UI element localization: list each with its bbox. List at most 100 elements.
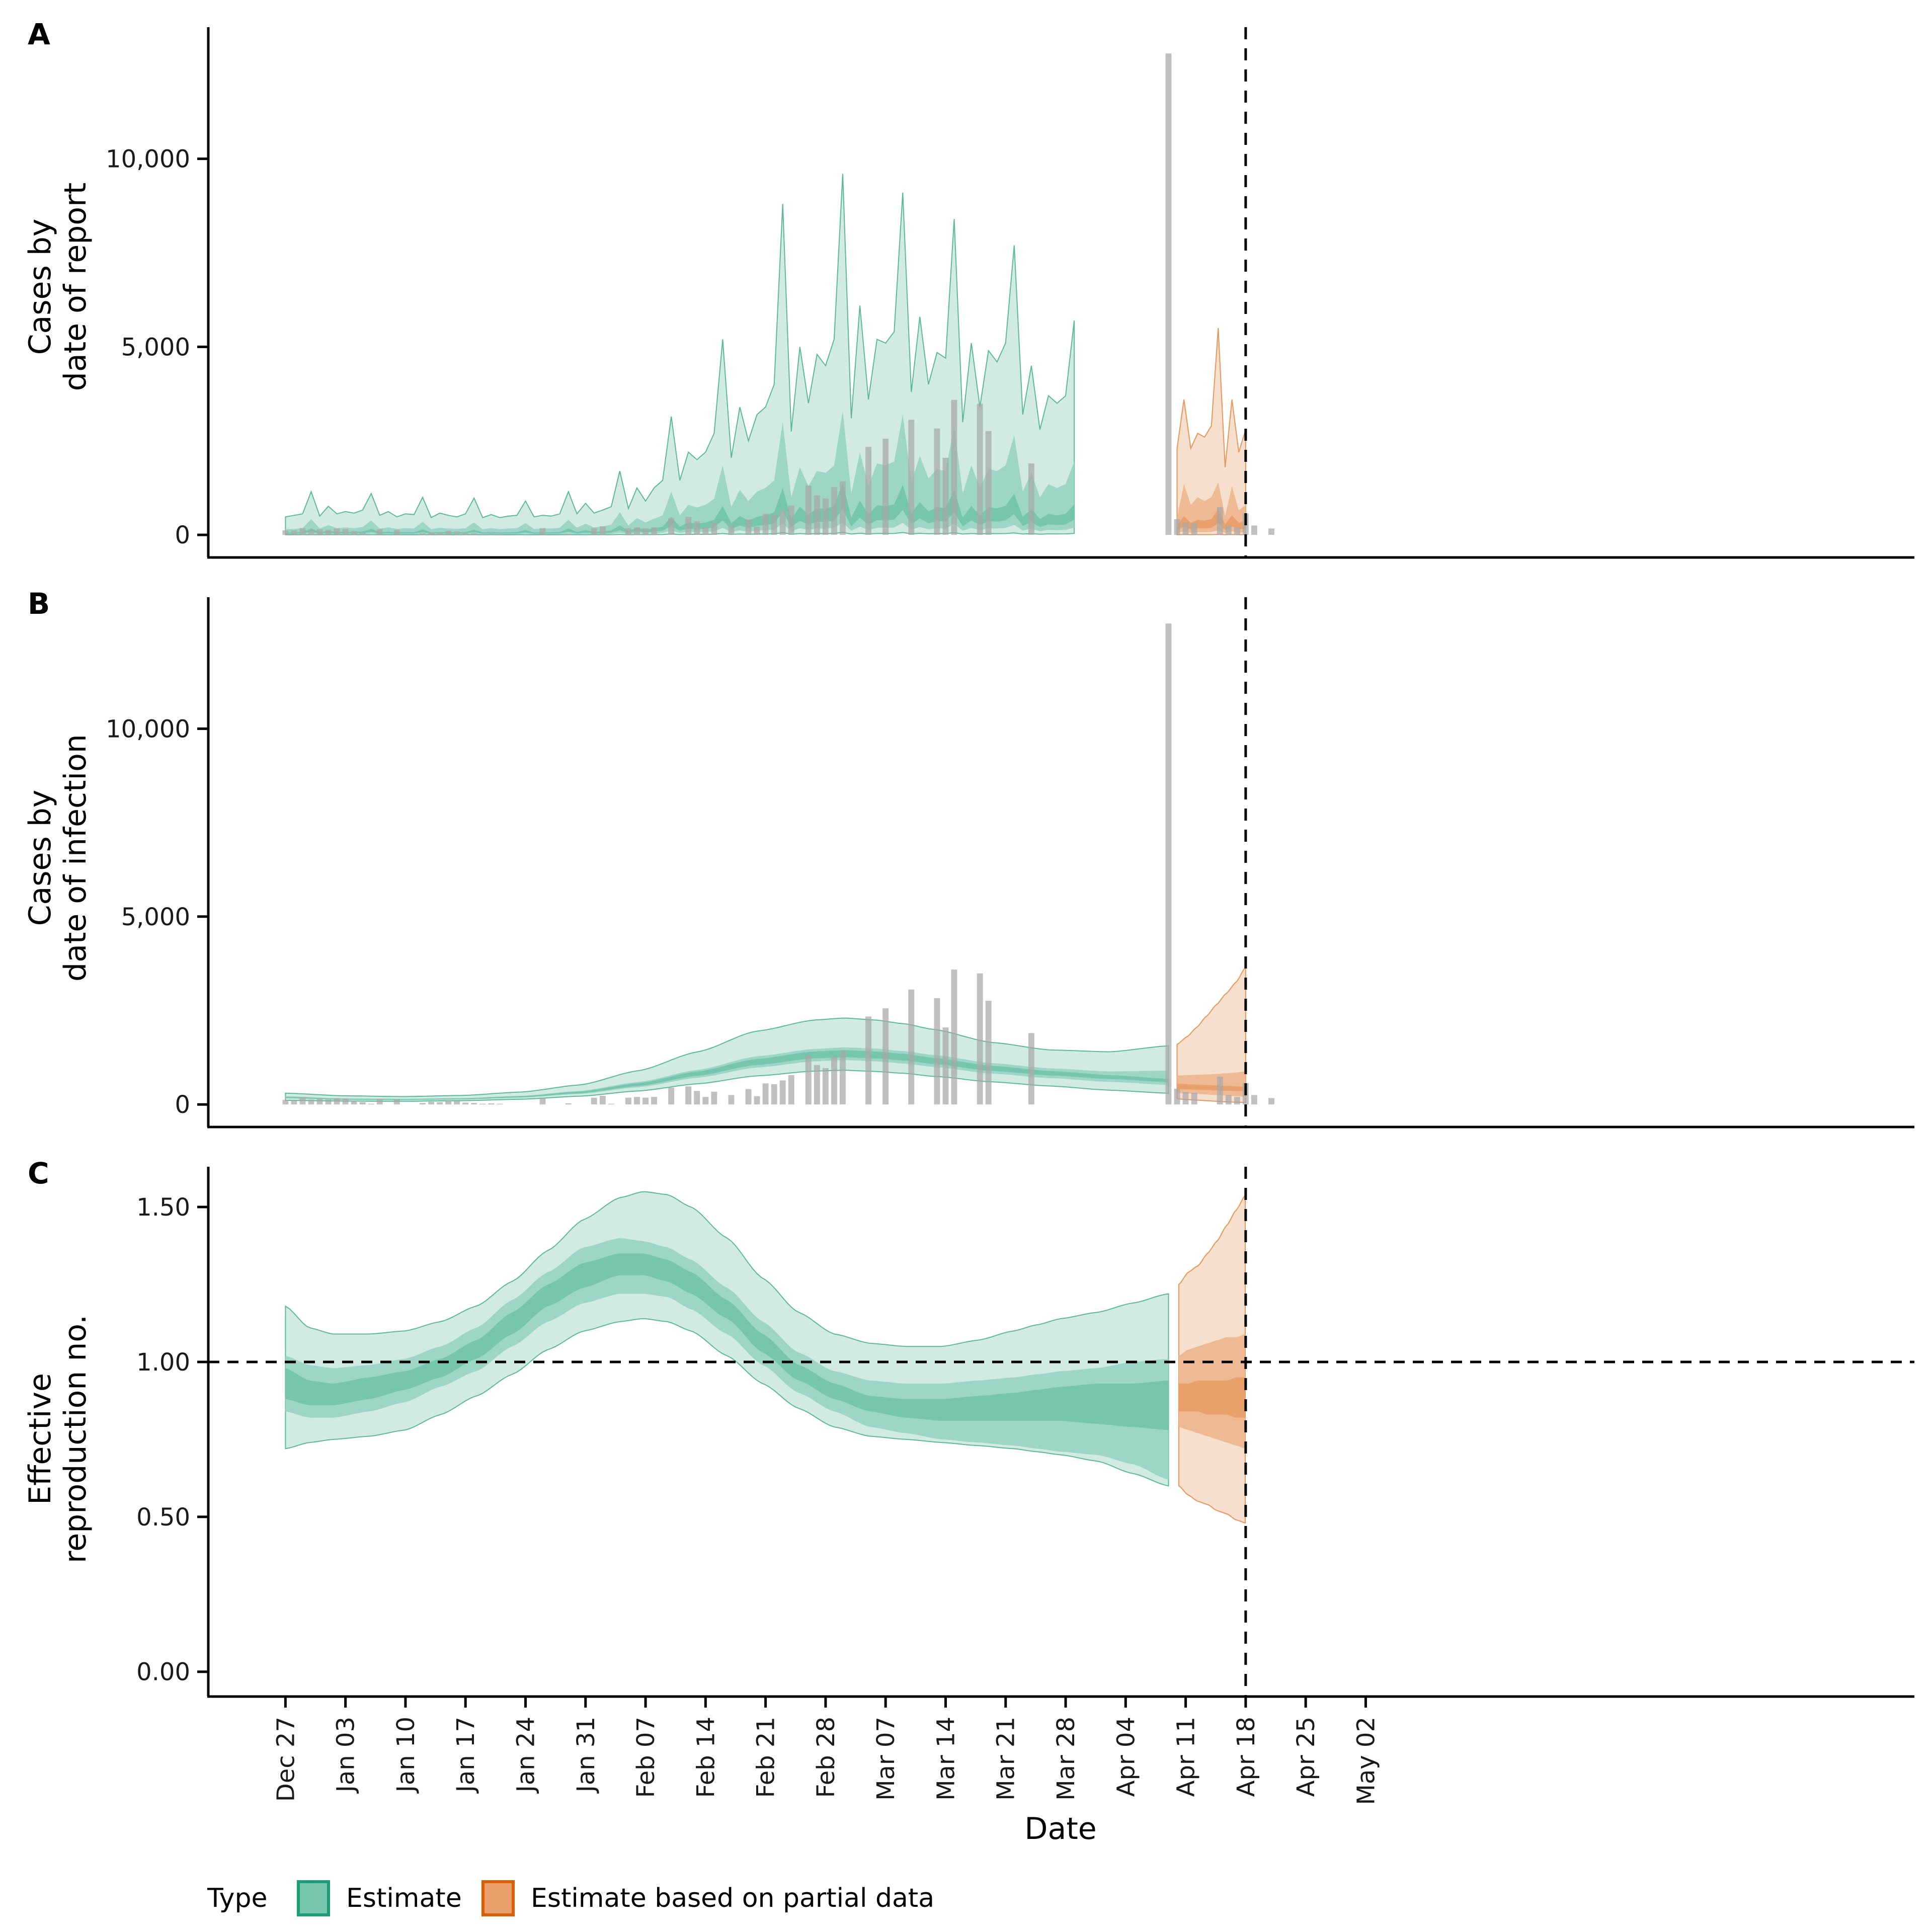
x-tick-label: Dec 27 xyxy=(272,1717,300,1802)
y-tick-label: 10,000 xyxy=(106,715,190,743)
x-tick-label: Jan 17 xyxy=(452,1717,480,1794)
reported-cases-bar xyxy=(1268,528,1274,535)
reported-cases-bar xyxy=(942,1027,949,1105)
reported-cases-bar xyxy=(728,1095,735,1105)
reported-cases-bar xyxy=(325,530,332,535)
panel-tag-c: C xyxy=(28,1156,49,1190)
reported-cases-bar xyxy=(934,998,940,1105)
reported-cases-bar xyxy=(814,1065,820,1105)
legend-label-partial: Estimate based on partial data xyxy=(531,1883,934,1913)
y-tick-label: 10,000 xyxy=(106,145,190,174)
reported-cases-bar xyxy=(754,526,760,535)
reported-cases-bar xyxy=(865,447,871,535)
reported-cases-bar xyxy=(591,1097,597,1105)
reported-cases-bar xyxy=(831,1057,837,1105)
reported-cases-bar xyxy=(599,1096,606,1105)
reported-cases-bar xyxy=(454,531,460,535)
panel-tag-b: B xyxy=(28,587,50,621)
reported-cases-bar xyxy=(840,481,846,535)
x-tick-label: Feb 07 xyxy=(632,1717,660,1798)
reported-cases-bar xyxy=(539,528,546,535)
panel-tag-a: A xyxy=(28,17,50,51)
reported-cases-bar xyxy=(625,528,631,535)
reported-cases-bar xyxy=(634,1097,640,1105)
legend-label-estimate: Estimate xyxy=(346,1883,462,1913)
estimate-band-20 xyxy=(285,1253,1169,1430)
legend-swatch-estimate xyxy=(297,1880,330,1916)
panel-b-plot-area: 0 5,000 10,000 xyxy=(106,597,1914,1129)
reported-cases-bar xyxy=(865,1016,871,1105)
reported-cases-bar xyxy=(771,1084,777,1105)
reported-cases-bar xyxy=(282,1100,289,1105)
reported-cases-bar xyxy=(745,519,752,535)
reported-cases-bar xyxy=(308,530,314,535)
reported-cases-bar xyxy=(814,495,820,535)
x-tick-label: May 02 xyxy=(1352,1717,1380,1805)
reported-cases-bar xyxy=(805,486,812,535)
reported-cases-bar xyxy=(488,1103,495,1105)
reported-cases-bar xyxy=(908,989,915,1105)
reported-cases-bar xyxy=(393,1099,400,1105)
reported-cases-bar xyxy=(479,1103,486,1105)
reported-cases-bar xyxy=(497,1103,503,1105)
panel-c-ylabel-line2: reproduction no. xyxy=(58,1315,93,1563)
panel-a-cases-by-report: A 0 5,000 10,000 Cases by date of report xyxy=(23,17,1914,559)
reported-cases-bar xyxy=(625,1097,631,1105)
reported-cases-bar xyxy=(685,1086,692,1105)
reported-cases-bar xyxy=(1217,1076,1223,1105)
reported-cases-bar xyxy=(771,514,777,535)
y-tick-label: 0.00 xyxy=(136,1658,190,1686)
reported-cases-bar xyxy=(1234,527,1240,535)
panel-b-ylabel-line2: date of infection xyxy=(58,734,93,982)
reported-cases-bar xyxy=(351,531,357,535)
reported-cases-bar xyxy=(445,1100,452,1105)
panel-c-effective-reproduction: C 0.00 0.50 1.00 1.50 Effective reproductio… xyxy=(23,1156,1914,1698)
reported-cases-bar xyxy=(702,527,709,535)
reported-cases-bar xyxy=(977,973,983,1105)
reported-cases-bar xyxy=(316,1099,323,1105)
reported-cases-bar xyxy=(368,1103,374,1105)
reported-cases-bar xyxy=(822,498,829,535)
reported-cases-bar xyxy=(694,521,700,535)
x-axis: Dec 27 Jan 03 Jan 10 Jan 17 Jan 24 Jan 31 Feb … xyxy=(272,1697,1380,1805)
reported-cases-bar xyxy=(668,518,675,535)
reported-cases-bar xyxy=(299,1097,306,1105)
reported-cases-bar xyxy=(342,529,349,535)
reported-cases-bar xyxy=(977,404,983,535)
panel-b-ylabel-line1: Cases by xyxy=(23,790,58,926)
reported-cases-bar xyxy=(1217,507,1223,535)
reported-cases-bar xyxy=(334,1098,340,1105)
y-tick-label: 0 xyxy=(175,1091,190,1119)
reported-cases-bar xyxy=(651,1097,657,1105)
reported-cases-bar xyxy=(762,514,769,535)
reported-cases-bar xyxy=(420,533,426,535)
reported-cases-bar xyxy=(565,1103,572,1105)
y-tick-label: 1.50 xyxy=(136,1193,190,1222)
reported-cases-bar xyxy=(882,1008,889,1105)
reported-cases-bar xyxy=(342,1098,349,1105)
reported-cases-bar xyxy=(711,522,717,535)
reported-cases-bar xyxy=(1225,1095,1232,1105)
reported-cases-bar xyxy=(599,526,606,535)
reported-cases-bar xyxy=(608,534,614,535)
reported-cases-bar xyxy=(788,1075,794,1105)
panel-c-ylabel-line1: Effective xyxy=(23,1373,58,1505)
partial-band-20 xyxy=(1179,1377,1245,1418)
reported-cases-bar xyxy=(1165,623,1172,1105)
reported-cases-bar xyxy=(1225,525,1232,535)
reported-cases-bar xyxy=(711,1091,717,1105)
reported-cases-bar xyxy=(822,1068,829,1105)
reported-cases-bar xyxy=(1251,525,1257,535)
reported-cases-bar xyxy=(651,527,657,535)
reported-cases-bar xyxy=(608,1103,614,1105)
legend-title: Type xyxy=(207,1883,267,1913)
reported-cases-bar xyxy=(1028,1033,1034,1105)
reported-cases-bar xyxy=(942,457,949,535)
reported-cases-bar xyxy=(308,1099,314,1105)
reported-cases-bar xyxy=(359,1102,366,1105)
reported-cases-bar xyxy=(316,529,323,535)
x-tick-label: Feb 28 xyxy=(812,1717,840,1798)
reported-cases-bar xyxy=(1182,1092,1189,1105)
reported-cases-bar xyxy=(437,1102,443,1105)
